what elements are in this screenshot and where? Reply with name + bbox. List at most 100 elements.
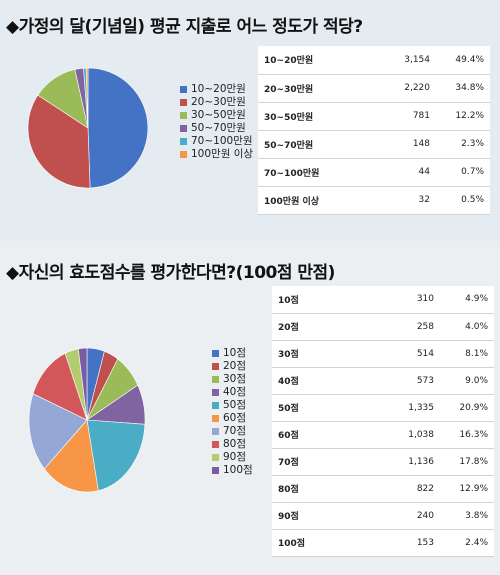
spending-legend: 10~20만원 20~30만원 30~50만원 50~70만원 70~100만원 100만… [180,83,253,161]
spending-row-label: 20~30만원 [258,74,360,103]
filial-score-row-label: 80점 [272,475,374,503]
filial-score-table-row: 20점 258 4.0% [272,313,494,341]
spending-legend-swatch-2 [180,112,187,119]
spending-row-count: 32 [360,186,436,215]
spending-legend-swatch-4 [180,138,187,145]
filial-score-legend-item-0: 10점 [212,347,253,360]
filial-score-legend-swatch-4 [212,402,219,409]
filial-score-row-label: 10점 [272,286,374,314]
spending-row-percent: 0.7% [436,158,490,187]
filial-score-row-count: 153 [374,529,440,557]
filial-score-legend-label-1: 20점 [223,360,247,372]
filial-score-legend-swatch-1 [212,363,219,370]
filial-score-legend-swatch-0 [212,350,219,357]
spending-table-row: 70~100만원 44 0.7% [258,158,490,187]
spending-pie-chart [27,67,149,189]
spending-legend-label-3: 50~70만원 [191,122,246,134]
spending-table: 10~20만원 3,154 49.4% 20~30만원 2,220 34.8% 30~50만… [258,46,490,215]
filial-score-legend-item-1: 20점 [212,360,253,373]
spending-legend-label-4: 70~100만원 [191,135,253,147]
spending-table-row: 50~70만원 148 2.3% [258,130,490,159]
filial-score-row-label: 40점 [272,367,374,395]
filial-score-legend-label-2: 30점 [223,373,247,385]
filial-score-row-percent: 4.0% [440,313,494,341]
filial-score-legend-item-7: 80점 [212,438,253,451]
filial-score-table: 10점 310 4.9% 20점 258 4.0% 30점 514 8.1% 40점 573 9.0%… [272,286,494,557]
spending-legend-item-0: 10~20만원 [180,83,253,96]
spending-row-count: 2,220 [360,74,436,103]
filial-score-table-row: 50점 1,335 20.9% [272,394,494,422]
filial-score-slice-6 [28,393,88,470]
spending-slice-5 [85,67,89,129]
spending-row-label: 30~50만원 [258,102,360,131]
spending-legend-item-3: 50~70만원 [180,122,253,135]
filial-score-legend-item-8: 90점 [212,451,253,464]
filial-score-row-percent: 8.1% [440,340,494,368]
filial-score-row-label: 50점 [272,394,374,422]
spending-legend-swatch-1 [180,99,187,106]
spending-legend-swatch-5 [180,151,187,158]
spending-row-count: 3,154 [360,46,436,75]
filial-score-row-count: 310 [374,286,440,314]
filial-score-row-count: 573 [374,367,440,395]
spending-legend-label-2: 30~50만원 [191,109,246,121]
filial-score-row-count: 822 [374,475,440,503]
filial-score-table-row: 10점 310 4.9% [272,286,494,314]
spending-row-count: 781 [360,102,436,131]
filial-score-row-count: 1,136 [374,448,440,476]
filial-score-row-count: 514 [374,340,440,368]
filial-score-legend-label-9: 100점 [223,464,253,476]
filial-score-legend-swatch-2 [212,376,219,383]
spending-row-percent: 49.4% [436,46,490,75]
filial-score-legend-item-3: 40점 [212,386,253,399]
spending-row-percent: 0.5% [436,186,490,215]
filial-score-row-percent: 17.8% [440,448,494,476]
filial-score-title: ◆자신의 효도점수를 평가한다면?(100점 만점) [6,263,335,283]
spending-slice-0 [87,67,149,189]
spending-row-count: 44 [360,158,436,187]
spending-title: ◆가정의 달(기념일) 평균 지출로 어느 정도가 적당? [6,17,363,37]
spending-row-percent: 2.3% [436,130,490,159]
filial-score-row-label: 70점 [272,448,374,476]
filial-score-legend-item-5: 60점 [212,412,253,425]
spending-legend-label-1: 20~30만원 [191,96,246,108]
filial-score-legend-swatch-8 [212,454,219,461]
filial-score-table-row: 80점 822 12.9% [272,475,494,503]
spending-row-label: 10~20만원 [258,46,360,75]
filial-score-legend-item-9: 100점 [212,464,253,477]
filial-score-legend-swatch-7 [212,441,219,448]
filial-score-row-label: 20점 [272,313,374,341]
spending-table-row: 20~30만원 2,220 34.8% [258,74,490,103]
filial-score-slice-4 [86,419,146,491]
spending-row-percent: 12.2% [436,102,490,131]
filial-score-legend-item-2: 30점 [212,373,253,386]
filial-score-row-percent: 9.0% [440,367,494,395]
filial-score-row-count: 1,038 [374,421,440,449]
filial-score-slice-9 [77,348,88,421]
spending-legend-label-0: 10~20만원 [191,83,246,95]
filial-score-legend: 10점 20점 30점 40점 50점 60점 70점 80점 90점 100점 [212,347,253,477]
filial-score-row-count: 240 [374,502,440,530]
filial-score-row-percent: 12.9% [440,475,494,503]
spending-row-label: 50~70만원 [258,130,360,159]
spending-legend-label-5: 100만원 이상 [191,148,254,160]
filial-score-table-row: 90점 240 3.8% [272,502,494,530]
filial-score-legend-label-7: 80점 [223,438,247,450]
filial-score-table-row: 70점 1,136 17.8% [272,448,494,476]
filial-score-legend-label-6: 70점 [223,425,247,437]
filial-score-legend-label-3: 40점 [223,386,247,398]
spending-row-label: 70~100만원 [258,158,360,187]
filial-score-section: ◆자신의 효도점수를 평가한다면?(100점 만점) 10점 20점 30점 40점 5… [0,248,500,575]
spending-legend-item-1: 20~30만원 [180,96,253,109]
spending-row-label: 100만원 이상 [258,186,360,215]
filial-score-table-row: 60점 1,038 16.3% [272,421,494,449]
spending-section: ◆가정의 달(기념일) 평균 지출로 어느 정도가 적당? 10~20만원 20~… [0,0,500,240]
spending-legend-swatch-3 [180,125,187,132]
filial-score-pie-chart [28,348,146,493]
filial-score-slice-5 [43,419,99,493]
spending-legend-item-5: 100만원 이상 [180,148,253,161]
filial-score-legend-swatch-6 [212,428,219,435]
filial-score-row-percent: 16.3% [440,421,494,449]
filial-score-legend-swatch-3 [212,389,219,396]
filial-score-row-label: 90점 [272,502,374,530]
